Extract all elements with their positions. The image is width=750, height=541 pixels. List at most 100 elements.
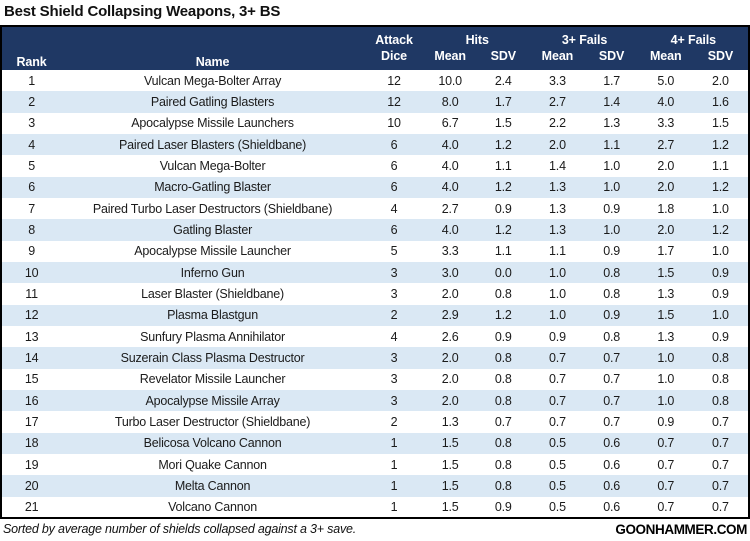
col-header-4fails-sdv: SDV: [692, 48, 749, 70]
rank-cell: 9: [28, 244, 35, 259]
name-cell: Paired Gatling Blasters: [150, 94, 275, 109]
name-cell: Apocalypse Missile Launcher: [134, 244, 291, 259]
fails3-mean-cell: 2.2: [549, 116, 566, 131]
name-cell: Vulcan Mega-Bolter: [159, 158, 266, 173]
attack-dice-cell: 6: [390, 137, 398, 152]
name-cell: Paired Laser Blasters (Shieldbane): [119, 137, 307, 152]
fails3-mean-cell: 0.7: [549, 350, 566, 365]
fails4-sdv-cell: 1.2: [712, 180, 729, 195]
fails4-sdv-cell: 1.0: [712, 244, 729, 259]
attack-dice-cell: 12: [387, 94, 401, 109]
fails3-sdv-cell: 0.6: [603, 457, 620, 472]
fails3-sdv-cell: 0.8: [603, 286, 620, 301]
name-cell: Vulcan Mega-Bolter Array: [143, 73, 282, 88]
table-row: 12 Plasma Blastgun 2 2.9 1.2 1.0 0.9 1.5 1.0: [1, 304, 749, 326]
fails3-sdv-cell: 0.9: [603, 244, 620, 259]
table-row: 9 Apocalypse Missile Launcher 5 3.3 1.1 1.1 0.…: [1, 240, 749, 262]
col-group-hits: Hits: [424, 26, 531, 48]
hits-mean-cell: 1.5: [441, 436, 459, 451]
fails4-sdv-cell: 0.7: [712, 414, 729, 429]
hits-sdv-cell: 0.8: [494, 478, 512, 493]
col-header-3fails-sdv: SDV: [584, 48, 639, 70]
table-header: Rank Name Attack Hits 3+ Fails 4+ Fails …: [1, 26, 749, 70]
table-row: 20 Melta Cannon 1 1.5 0.8 0.5 0.6 0.7 0.7: [1, 475, 749, 497]
name-cell: Gatling Blaster: [173, 222, 253, 237]
hits-mean-cell: 8.0: [441, 94, 459, 109]
fails3-sdv-cell: 0.9: [603, 201, 620, 216]
hits-sdv-cell: 0.7: [494, 414, 512, 429]
fails3-sdv-cell: 0.7: [603, 350, 620, 365]
fails4-sdv-cell: 0.7: [712, 457, 729, 472]
hits-sdv-cell: 1.2: [494, 137, 512, 152]
fails4-sdv-cell: 0.9: [712, 329, 729, 344]
fails3-sdv-cell: 1.3: [603, 116, 620, 131]
hits-mean-cell: 3.3: [441, 244, 459, 259]
fails3-sdv-cell: 1.0: [603, 222, 620, 237]
fails4-mean-cell: 1.5: [657, 265, 675, 280]
fails3-mean-cell: 1.3: [549, 180, 566, 195]
fails3-sdv-cell: 0.8: [603, 329, 620, 344]
fails4-mean-cell: 2.7: [657, 137, 675, 152]
hits-mean-cell: 2.7: [441, 201, 459, 216]
rank-cell: 13: [24, 329, 39, 344]
table-row: 2 Paired Gatling Blasters 12 8.0 1.7 2.7 1.4 4.…: [1, 91, 749, 113]
col-header-attack: Attack: [363, 26, 425, 48]
attack-dice-cell: 1: [390, 499, 398, 514]
col-group-4plus-fails: 4+ Fails: [638, 26, 749, 48]
hits-sdv-cell: 1.1: [494, 158, 512, 173]
fails3-sdv-cell: 0.6: [603, 478, 620, 493]
rank-cell: 1: [28, 73, 35, 88]
table-row: 13 Sunfury Plasma Annihilator 4 2.6 0.9 0.9 0.…: [1, 325, 749, 348]
hits-sdv-cell: 1.2: [494, 222, 512, 237]
fails3-sdv-cell: 0.8: [603, 265, 620, 280]
attack-dice-cell: 2: [390, 308, 398, 323]
table-row: 10 Inferno Gun 3 3.0 0.0 1.0 0.8 1.5 0.9: [1, 261, 749, 284]
name-cell: Melta Cannon: [174, 478, 251, 493]
hits-mean-cell: 2.0: [441, 393, 459, 408]
attack-dice-cell: 4: [390, 329, 398, 344]
table-row: 14 Suzerain Class Plasma Destructor 3 2.0 0.…: [1, 347, 749, 369]
fails4-mean-cell: 1.8: [657, 201, 675, 216]
attack-dice-cell: 4: [390, 201, 398, 216]
hits-sdv-cell: 2.4: [494, 73, 512, 88]
fails3-sdv-cell: 0.7: [603, 372, 620, 387]
fails3-mean-cell: 0.5: [549, 499, 566, 514]
attack-dice-cell: 10: [387, 116, 401, 131]
col-header-dice: Dice: [363, 48, 425, 70]
hits-mean-cell: 4.0: [441, 180, 459, 195]
attack-dice-cell: 6: [390, 222, 398, 237]
hits-mean-cell: 3.0: [441, 265, 459, 280]
hits-mean-cell: 1.5: [441, 499, 459, 514]
table-row: 1 Vulcan Mega-Bolter Array 12 10.0 2.4 3.3 1.7…: [1, 70, 749, 92]
col-header-3fails-mean: Mean: [530, 48, 585, 70]
attack-dice-cell: 1: [390, 457, 398, 472]
fails4-sdv-cell: 0.9: [712, 286, 729, 301]
table-row: 3 Apocalypse Missile Launchers 10 6.7 1.5 2.2…: [1, 112, 749, 134]
fails3-mean-cell: 0.7: [549, 393, 566, 408]
fails4-mean-cell: 1.3: [657, 286, 675, 301]
fails4-sdv-cell: 1.5: [712, 116, 729, 131]
rank-cell: 21: [24, 499, 39, 514]
fails3-mean-cell: 1.0: [549, 265, 566, 280]
hits-sdv-cell: 0.8: [494, 286, 512, 301]
fails4-mean-cell: 1.0: [657, 393, 675, 408]
hits-sdv-cell: 0.9: [494, 329, 512, 344]
name-cell: Macro-Gatling Blaster: [154, 180, 271, 195]
brand-goonhammer: GOONHAMMER.COM: [615, 521, 747, 537]
table-row: 16 Apocalypse Missile Array 3 2.0 0.8 0.7 0.7 1…: [1, 389, 749, 412]
fails4-mean-cell: 0.7: [657, 436, 675, 451]
fails3-mean-cell: 1.1: [549, 244, 566, 259]
name-cell: Mori Quake Cannon: [158, 457, 267, 472]
fails3-sdv-cell: 0.7: [603, 414, 620, 429]
rank-cell: 18: [24, 436, 39, 451]
fails4-sdv-cell: 0.7: [712, 499, 729, 514]
rank-cell: 17: [24, 414, 39, 429]
fails4-mean-cell: 5.0: [657, 73, 675, 88]
hits-mean-cell: 2.0: [441, 372, 459, 387]
fails3-mean-cell: 0.5: [549, 478, 566, 493]
hits-mean-cell: 2.0: [441, 350, 459, 365]
table-row: 15 Revelator Missile Launcher 3 2.0 0.8 0.7 0.…: [1, 368, 749, 390]
attack-dice-cell: 6: [390, 158, 398, 173]
fails4-mean-cell: 0.9: [657, 414, 675, 429]
